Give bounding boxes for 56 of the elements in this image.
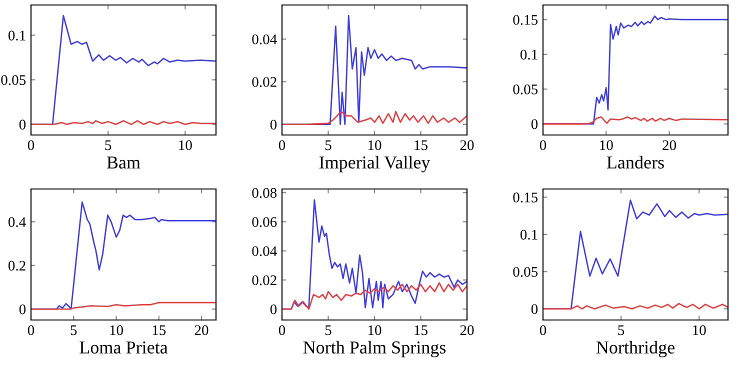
- x-tick-label: 20: [460, 140, 474, 150]
- y-tick-label: 0.05: [513, 266, 538, 277]
- x-tick-label: 0: [540, 325, 546, 336]
- x-tick-label: 15: [152, 325, 166, 336]
- x-tick-label: 10: [179, 140, 192, 150]
- y-tick-label: 0: [270, 304, 277, 314]
- y-tick-label: 0: [19, 304, 26, 314]
- line-series: [543, 116, 728, 125]
- x-axis-title: North Palm Springs: [303, 340, 446, 358]
- y-tick-label: 0.05: [1, 75, 26, 86]
- x-axis-title: Bam: [106, 156, 140, 169]
- y-tick-label: 0.04: [252, 34, 277, 44]
- x-tick-label: 5: [105, 140, 112, 150]
- x-tick-label: 15: [414, 325, 428, 336]
- y-tick-label: 0.15: [513, 14, 538, 25]
- y-tick-label: 0.15: [513, 192, 538, 202]
- y-tick-label: 0.06: [252, 217, 277, 228]
- x-tick-label: 5: [325, 325, 332, 336]
- y-tick-label: 0.04: [252, 246, 277, 256]
- x-axis-title: Loma Prieta: [80, 341, 168, 354]
- line-series: [31, 302, 216, 310]
- x-tick-label: 10: [368, 325, 382, 336]
- line-series: [282, 282, 467, 310]
- x-tick-label: 10: [368, 140, 382, 150]
- y-tick-label: 0.2: [8, 260, 26, 271]
- y-tick-label: 0.05: [513, 84, 538, 94]
- line-series: [282, 110, 467, 126]
- x-tick-label: 0: [28, 140, 34, 150]
- x-tick-label: 10: [110, 325, 123, 336]
- x-tick-label: 0: [540, 140, 546, 150]
- y-tick-label: 0.02: [252, 77, 276, 87]
- x-tick-label: 0: [28, 325, 34, 336]
- y-tick-label: 0.4: [8, 217, 26, 228]
- x-tick-label: 5: [70, 325, 77, 336]
- x-axis-title: Northridge: [596, 340, 674, 358]
- x-tick-label: 10: [600, 140, 613, 150]
- y-tick-label: 0.1: [520, 50, 538, 60]
- x-tick-label: 10: [693, 325, 706, 336]
- y-tick-label: 0: [270, 120, 277, 130]
- y-tick-label: 0: [531, 119, 538, 130]
- x-tick-label: 5: [618, 325, 624, 336]
- x-tick-label: 20: [662, 140, 676, 150]
- y-tick-label: 0: [531, 304, 538, 314]
- y-tick-label: 0.08: [252, 188, 277, 198]
- x-tick-label: 5: [325, 140, 332, 150]
- x-tick-label: 20: [460, 325, 474, 336]
- y-tick-label: 0: [19, 120, 26, 130]
- y-tick-label: 0.02: [252, 275, 276, 286]
- x-axis-title: Imperial Valley: [319, 156, 430, 172]
- x-tick-label: 15: [414, 140, 428, 150]
- x-tick-label: 0: [278, 140, 286, 150]
- y-tick-label: 0.1: [520, 230, 538, 240]
- x-tick-label: 20: [194, 325, 208, 336]
- x-axis-title: Landers: [606, 156, 664, 169]
- x-tick-label: 0: [278, 325, 286, 336]
- y-tick-label: 0.1: [8, 30, 26, 41]
